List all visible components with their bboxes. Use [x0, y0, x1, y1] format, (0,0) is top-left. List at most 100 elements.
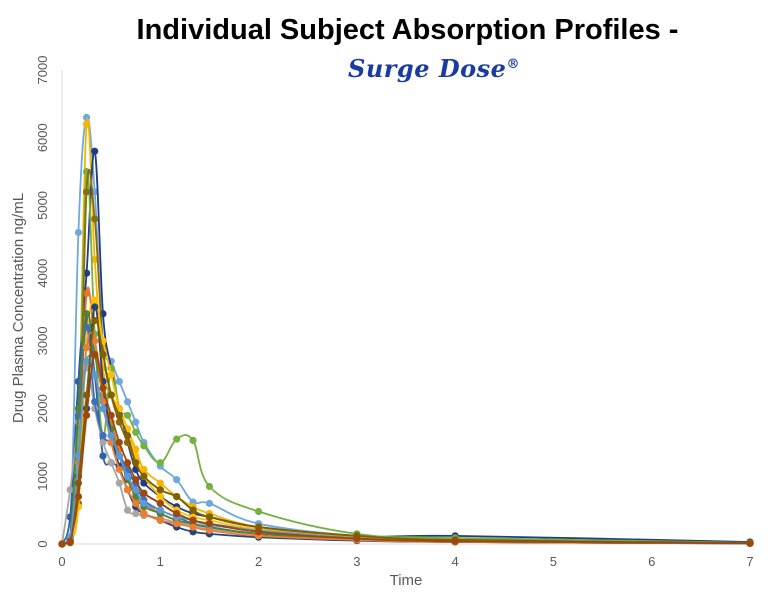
data-point: [99, 350, 107, 358]
data-point: [107, 411, 115, 419]
series-line: [61, 115, 751, 545]
data-point: [156, 506, 164, 514]
data-point: [156, 499, 164, 507]
data-point: [66, 486, 74, 494]
series-line: [61, 118, 751, 545]
series-line: [61, 318, 751, 545]
x-tick-label: 2: [255, 554, 262, 569]
data-point: [74, 493, 83, 501]
data-point: [82, 120, 91, 128]
data-point: [115, 452, 123, 460]
y-tick-label: 6000: [35, 123, 50, 152]
data-point: [132, 418, 140, 426]
x-tick-label: 4: [452, 554, 459, 569]
data-point: [115, 377, 123, 386]
data-point: [140, 499, 148, 507]
data-point: [99, 438, 107, 447]
data-point: [82, 357, 91, 365]
data-point: [74, 228, 83, 237]
data-point: [66, 537, 74, 545]
data-point: [140, 472, 148, 480]
data-point: [205, 520, 214, 528]
data-point: [156, 516, 164, 524]
data-point: [156, 479, 164, 487]
data-point: [254, 507, 263, 516]
data-point: [132, 499, 140, 507]
data-point: [189, 523, 197, 531]
series-line: [61, 319, 751, 545]
brand-mark: ®: [506, 57, 520, 72]
data-point: [132, 459, 140, 467]
data-point: [189, 516, 197, 524]
series-group: [58, 113, 754, 548]
data-point: [123, 459, 132, 467]
data-point: [91, 350, 99, 358]
data-point: [115, 438, 123, 447]
data-point: [123, 398, 132, 406]
y-tick-label: 4000: [35, 259, 50, 288]
data-point: [99, 452, 107, 460]
chart-title: Individual Subject Absorption Profiles -: [136, 14, 679, 46]
y-tick-label: 0: [35, 540, 50, 547]
data-point: [132, 509, 140, 518]
data-point: [58, 540, 66, 548]
data-point: [91, 337, 99, 345]
x-tick-label: 1: [157, 554, 164, 569]
data-point: [123, 506, 132, 514]
data-point: [156, 459, 164, 467]
data-point: [173, 493, 181, 501]
x-tick-label: 7: [746, 554, 753, 569]
x-axis-label: Time: [390, 572, 423, 589]
data-point: [99, 404, 107, 413]
data-point: [91, 215, 99, 223]
x-tick-label: 0: [58, 554, 65, 569]
series-line: [61, 306, 751, 545]
series-line: [61, 150, 751, 545]
data-point: [91, 303, 99, 311]
data-point: [99, 432, 107, 440]
data-point: [123, 432, 132, 440]
data-point: [132, 476, 140, 484]
brand-name: Surge Dose: [348, 54, 507, 83]
series-line: [61, 311, 751, 545]
y-tick-label: 3000: [35, 326, 50, 355]
y-tick-label: 7000: [35, 56, 50, 85]
data-point: [173, 476, 181, 484]
data-point: [746, 539, 754, 547]
data-point: [205, 499, 214, 507]
data-point: [82, 289, 91, 298]
y-axis-label: Drug Plasma Concentration ng/mL: [10, 193, 27, 423]
data-point: [140, 489, 148, 497]
data-point: [123, 472, 132, 480]
data-point: [140, 442, 148, 450]
data-point: [107, 391, 115, 399]
series-line: [61, 168, 751, 545]
data-point: [173, 520, 181, 528]
data-point: [115, 479, 123, 487]
data-point: [99, 384, 107, 392]
data-point: [132, 486, 140, 494]
data-point: [140, 479, 148, 487]
data-point: [82, 411, 91, 419]
y-tick-label: 1000: [35, 462, 50, 491]
data-point: [91, 256, 99, 264]
y-tick-label: 2000: [35, 394, 50, 423]
data-point: [91, 316, 99, 325]
data-point: [189, 436, 197, 444]
data-point: [205, 526, 214, 535]
series-line: [61, 367, 751, 545]
ticks: 0 1 2 3 4 5 6 7 0 1000 2000 3000 4000 5000 6000 7000: [35, 56, 754, 569]
data-point: [205, 513, 214, 521]
data-point: [107, 432, 115, 440]
data-point: [132, 428, 140, 436]
data-point: [353, 534, 361, 543]
x-tick-label: 5: [550, 554, 557, 569]
x-tick-label: 3: [353, 554, 360, 569]
data-point: [107, 459, 115, 467]
data-point: [91, 398, 99, 406]
series-2: [58, 118, 754, 548]
x-tick-label: 6: [648, 554, 655, 569]
data-point: [74, 404, 83, 413]
data-point: [451, 537, 459, 545]
